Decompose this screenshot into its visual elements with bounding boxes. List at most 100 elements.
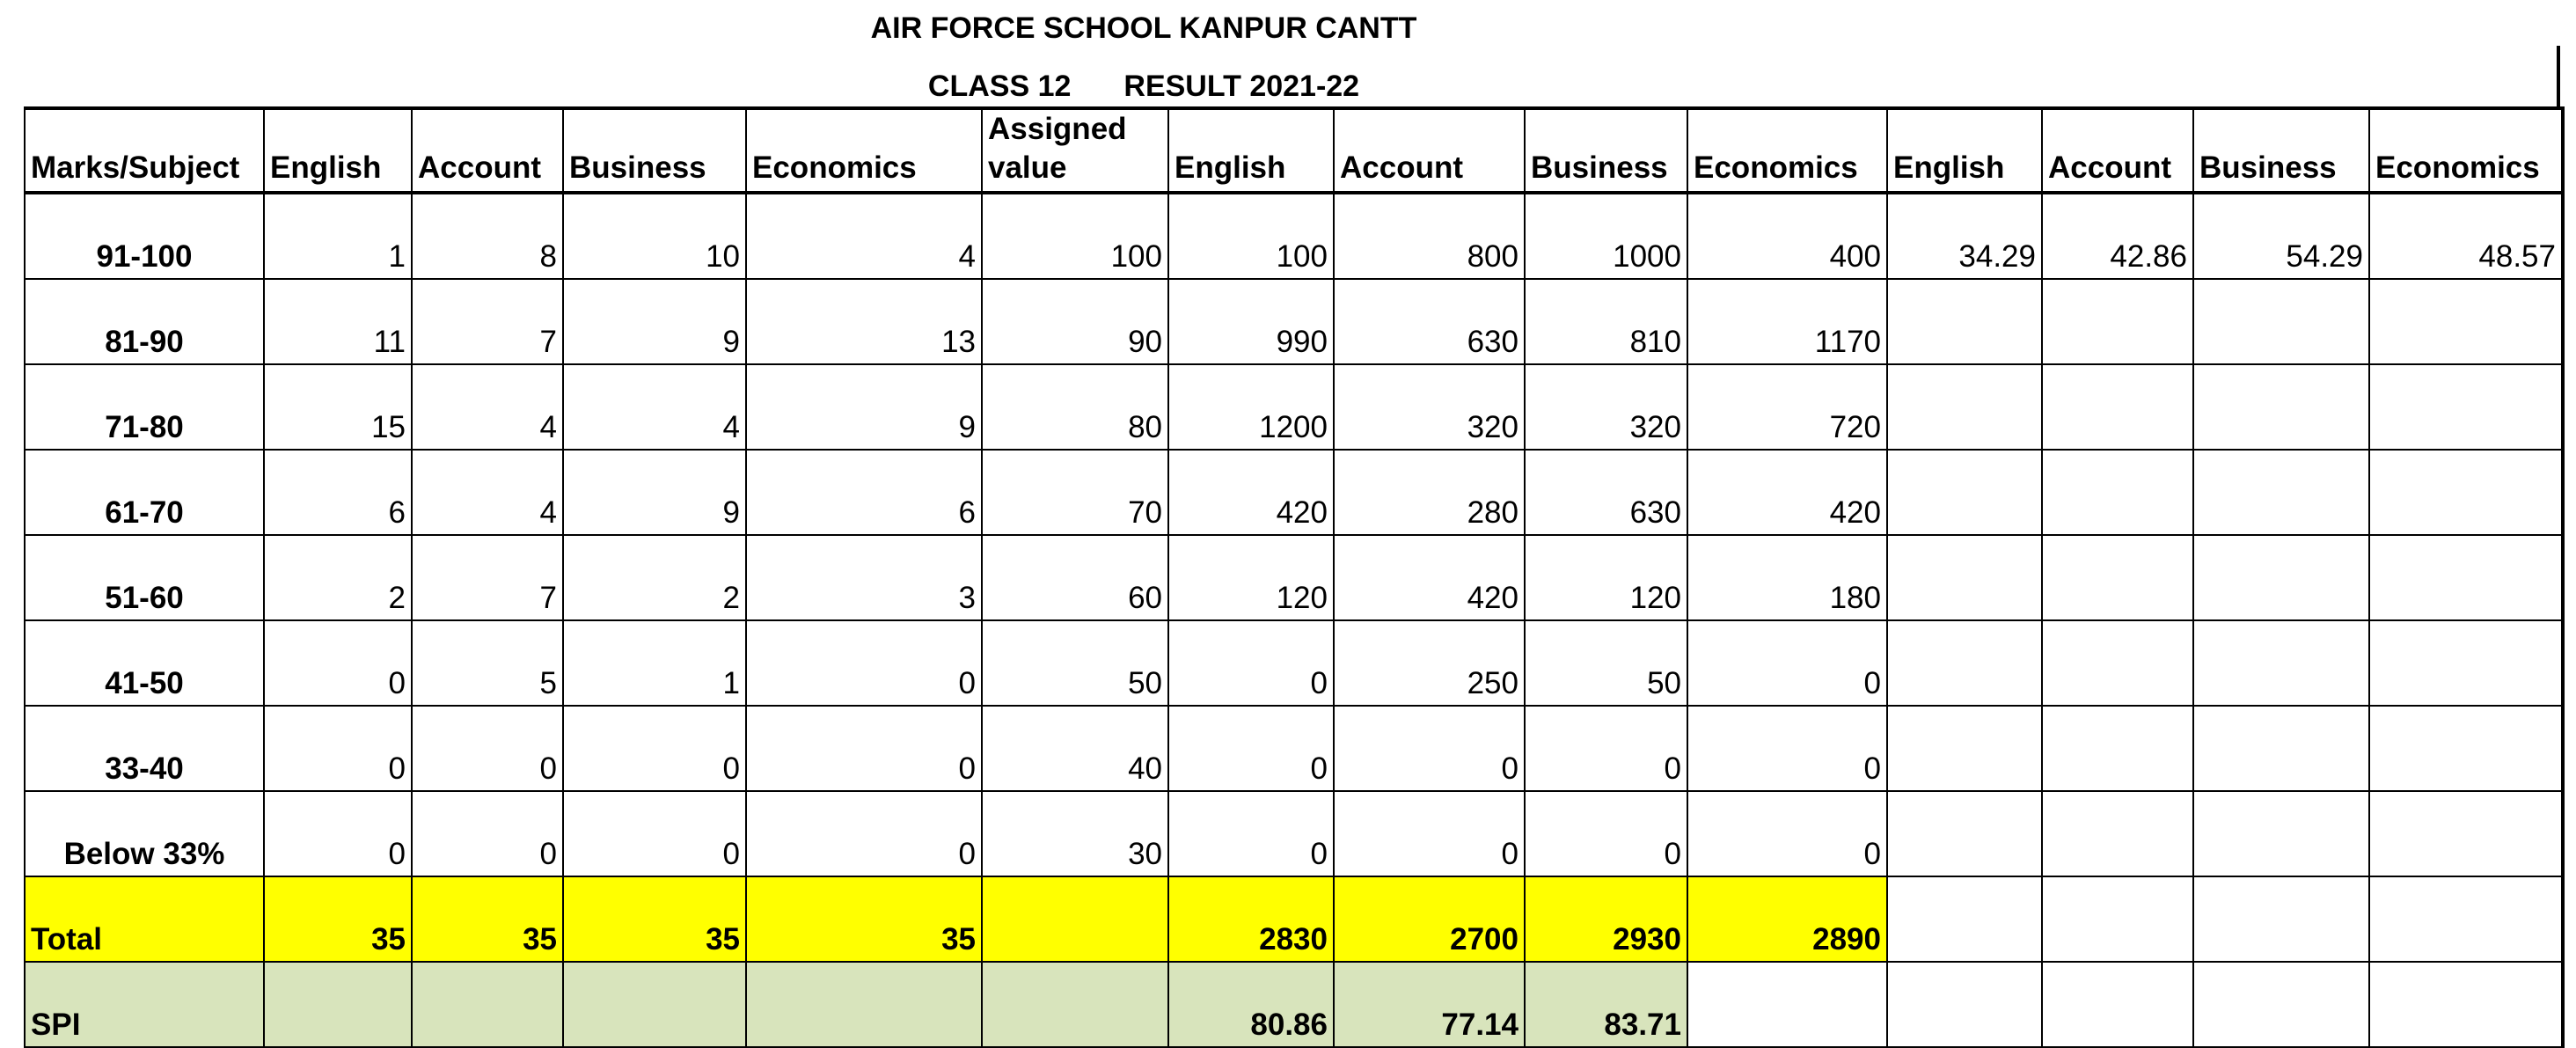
table-cell: 5: [411, 619, 564, 707]
table-cell: 0: [1167, 790, 1335, 877]
table-cell: 420: [1167, 449, 1335, 536]
table-row: 61-70 6 4 9 6 70 420 280 630 420: [24, 449, 2564, 536]
spi-cell: [1687, 961, 1888, 1048]
table-cell: 250: [1333, 619, 1526, 707]
spi-cell: [2368, 961, 2564, 1048]
table-cell: [2041, 534, 2194, 621]
table-cell: [2368, 278, 2564, 365]
total-cell: 2890: [1687, 876, 1888, 963]
table-cell: 0: [1333, 790, 1526, 877]
table-cell: [1886, 278, 2043, 365]
report-title: AIR FORCE SCHOOL KANPUR CANTT: [870, 11, 1417, 45]
table-cell: 0: [263, 790, 413, 877]
table-cell: 100: [981, 192, 1169, 280]
table-cell: 4: [411, 363, 564, 451]
table-cell: 800: [1333, 192, 1526, 280]
table-cell: 1000: [1524, 192, 1688, 280]
header-account-percent: Account: [2041, 106, 2194, 194]
table-cell: 6: [263, 449, 413, 536]
table-cell: 0: [745, 619, 983, 707]
header-account-weighted: Account: [1333, 106, 1526, 194]
table-cell: [2041, 619, 2194, 707]
table-cell: 120: [1167, 534, 1335, 621]
table-cell: [2368, 790, 2564, 877]
table-cell: [2041, 278, 2194, 365]
table-cell: 30: [981, 790, 1169, 877]
header-economics-weighted: Economics: [1687, 106, 1888, 194]
header-business-percent: Business: [2192, 106, 2370, 194]
table-cell: 2: [263, 534, 413, 621]
table-cell: 9: [745, 363, 983, 451]
total-cell: [2041, 876, 2194, 963]
spi-cell: 77.14: [1333, 961, 1526, 1048]
spi-cell: [1886, 961, 2043, 1048]
total-cell: 35: [745, 876, 983, 963]
class-label: CLASS 12: [927, 70, 1072, 103]
table-cell: 0: [411, 790, 564, 877]
table-cell: 990: [1167, 278, 1335, 365]
table-cell: 180: [1687, 534, 1888, 621]
table-cell: 0: [411, 705, 564, 792]
table-cell: 0: [745, 705, 983, 792]
table-cell: 0: [1687, 790, 1888, 877]
header-economics-percent: Economics: [2368, 106, 2564, 194]
table-cell: 15: [263, 363, 413, 451]
table-cell: 7: [411, 534, 564, 621]
table-cell: 420: [1333, 534, 1526, 621]
table-cell: 8: [411, 192, 564, 280]
header-english-percent: English: [1886, 106, 2043, 194]
table-cell: 9: [562, 449, 747, 536]
table-cell: 280: [1333, 449, 1526, 536]
table-cell: 320: [1524, 363, 1688, 451]
table-cell: [1886, 790, 2043, 877]
table-cell: 34.29: [1886, 192, 2043, 280]
table-cell: 100: [1167, 192, 1335, 280]
spi-cell: 83.71: [1524, 961, 1688, 1048]
table-row: 71-80 15 4 4 9 80 1200 320 320 720: [24, 363, 2564, 451]
spi-cell: 80.86: [1167, 961, 1335, 1048]
table-cell: [2192, 363, 2370, 451]
marks-band: 33-40: [24, 705, 265, 792]
spi-cell: [981, 961, 1169, 1048]
header-assigned-value: Assigned value: [981, 106, 1169, 194]
table-row: 41-50 0 5 1 0 50 0 250 50 0: [24, 619, 2564, 707]
table-cell: 0: [263, 705, 413, 792]
table-cell: 0: [1524, 705, 1688, 792]
total-cell: 2830: [1167, 876, 1335, 963]
table-cell: [2041, 449, 2194, 536]
table-cell: 50: [981, 619, 1169, 707]
table-cell: 420: [1687, 449, 1888, 536]
table-cell: 0: [263, 619, 413, 707]
total-cell: 35: [411, 876, 564, 963]
table-cell: 70: [981, 449, 1169, 536]
table-cell: 630: [1333, 278, 1526, 365]
total-cell: 2930: [1524, 876, 1688, 963]
table-cell: 10: [562, 192, 747, 280]
marks-band: 41-50: [24, 619, 265, 707]
total-cell: [2368, 876, 2564, 963]
table-cell: 0: [1687, 705, 1888, 792]
table-cell: 1: [562, 619, 747, 707]
marks-band: 71-80: [24, 363, 265, 451]
table-cell: 0: [1524, 790, 1688, 877]
table-cell: [2192, 534, 2370, 621]
table-cell: 50: [1524, 619, 1688, 707]
marks-band: 51-60: [24, 534, 265, 621]
table-cell: [2192, 705, 2370, 792]
table-cell: 4: [745, 192, 983, 280]
marks-band: 91-100: [24, 192, 265, 280]
marks-band: 61-70: [24, 449, 265, 536]
total-cell: 35: [263, 876, 413, 963]
table-cell: 0: [1167, 705, 1335, 792]
header-business: Business: [562, 106, 747, 194]
header-economics: Economics: [745, 106, 983, 194]
table-cell: 0: [745, 790, 983, 877]
table-cell: 7: [411, 278, 564, 365]
table-cell: [2192, 449, 2370, 536]
spi-label: SPI: [24, 961, 265, 1048]
result-label: RESULT 2021-22: [1123, 70, 1360, 103]
table-cell: [1886, 534, 2043, 621]
table-cell: 6: [745, 449, 983, 536]
table-cell: [2368, 363, 2564, 451]
table-cell: 810: [1524, 278, 1688, 365]
